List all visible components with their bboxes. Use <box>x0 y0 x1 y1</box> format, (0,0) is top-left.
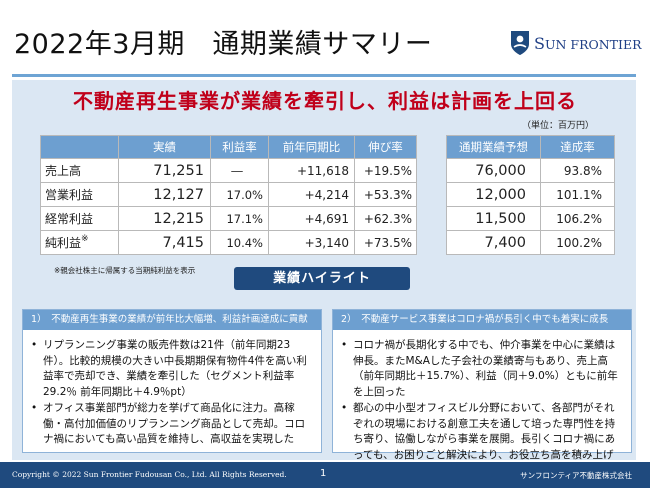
logo-wordmark: SUN FRONTIER <box>534 34 642 53</box>
company-name: サンフロンティア不動産株式会社 <box>520 471 632 480</box>
results-header-margin: 利益率 <box>210 135 269 159</box>
table-row: 経常利益 12,215 17.1% +4,691 +62.3% <box>40 206 417 231</box>
list-item: オフィス事業部門が総力を挙げて商品化に注力。高稼働・高付加価値のリプランニング商… <box>31 401 313 448</box>
growth-value: +62.3% <box>354 206 417 231</box>
table-row: 12,000 101.1% <box>446 182 615 207</box>
row-label: 純利益※ <box>40 230 119 255</box>
growth-value: +53.3% <box>354 182 417 207</box>
growth-value: +73.5% <box>354 230 417 255</box>
forecast-value: 76,000 <box>446 158 541 183</box>
copyright: Copyright © 2022 Sun Frontier Fudousan C… <box>12 470 287 479</box>
results-header-actual: 実績 <box>118 135 211 159</box>
row-label: 経常利益 <box>40 206 119 231</box>
diff-value: +3,140 <box>268 230 355 255</box>
table-row: 7,400 100.2% <box>446 230 615 255</box>
bullet-list: コロナ禍が長期化する中でも、仲介事業を中心に業績は伸長。またM&Aした子会社の業… <box>333 330 631 479</box>
table-row: 11,500 106.2% <box>446 206 615 231</box>
net-income-footnote: ※親会社株主に帰属する当期純利益を表示 <box>54 266 196 275</box>
diff-value: +4,214 <box>268 182 355 207</box>
forecast-value: 7,400 <box>446 230 541 255</box>
margin-value: ― <box>210 158 269 183</box>
unit-note: （単位：百万円） <box>522 121 595 131</box>
table-row: 売上高 71,251 ― +11,618 +19.5% <box>40 158 417 183</box>
actual-value: 12,215 <box>118 206 211 231</box>
actual-value: 7,415 <box>118 230 211 255</box>
growth-value: +19.5% <box>354 158 417 183</box>
highlights-label: 業績ハイライト <box>234 267 410 290</box>
footer-bar: Copyright © 2022 Sun Frontier Fudousan C… <box>0 462 650 488</box>
box-heading: 2） 不動産サービス事業はコロナ禍が長引く中でも着実に成長 <box>333 310 631 330</box>
row-label: 売上高 <box>40 158 119 183</box>
diff-value: +4,691 <box>268 206 355 231</box>
highlight-box-real-estate-regeneration: 1） 不動産再生事業の業績が前年比大幅増、利益計画達成に貢献 リプランニング事業… <box>22 309 322 453</box>
bullet-list: リプランニング事業の販売件数は21件（前年同期23件）。比較的規模の大きい中長期… <box>23 330 321 448</box>
results-header-blank <box>40 135 119 159</box>
results-table: 実績 利益率 前年同期比 伸び率 売上高 71,251 ― +11,618 +1… <box>40 135 417 255</box>
list-item: リプランニング事業の販売件数は21件（前年同期23件）。比較的規模の大きい中長期… <box>31 338 313 400</box>
results-header-diff: 前年同期比 <box>268 135 355 159</box>
results-header-growth: 伸び率 <box>354 135 417 159</box>
page-number: 1 <box>320 468 327 479</box>
company-logo: SUN FRONTIER <box>510 30 642 56</box>
achievement-rate: 100.2% <box>540 230 615 255</box>
actual-value: 12,127 <box>118 182 211 207</box>
page-title: 2022年3月期 通期業績サマリー <box>14 29 433 60</box>
achievement-rate: 101.1% <box>540 182 615 207</box>
headline: 不動産再生事業が業績を牽引し、利益は計画を上回る <box>73 89 577 113</box>
achievement-rate: 106.2% <box>540 206 615 231</box>
diff-value: +11,618 <box>268 158 355 183</box>
table-row: 営業利益 12,127 17.0% +4,214 +53.3% <box>40 182 417 207</box>
list-item: コロナ禍が長期化する中でも、仲介事業を中心に業績は伸長。またM&Aした子会社の業… <box>341 338 623 400</box>
achievement-rate: 93.8% <box>540 158 615 183</box>
forecast-header-plan: 通期業績予想 <box>446 135 541 159</box>
actual-value: 71,251 <box>118 158 211 183</box>
table-row: 76,000 93.8% <box>446 158 615 183</box>
shield-logo-icon <box>511 31 529 55</box>
forecast-value: 12,000 <box>446 182 541 207</box>
row-label: 営業利益 <box>40 182 119 207</box>
margin-value: 17.1% <box>210 206 269 231</box>
margin-value: 17.0% <box>210 182 269 207</box>
box-heading: 1） 不動産再生事業の業績が前年比大幅増、利益計画達成に貢献 <box>23 310 321 330</box>
title-divider <box>12 74 636 77</box>
margin-value: 10.4% <box>210 230 269 255</box>
forecast-value: 11,500 <box>446 206 541 231</box>
forecast-table: 通期業績予想 達成率 76,000 93.8% 12,000 101.1% 11… <box>446 135 615 255</box>
forecast-header-achievement: 達成率 <box>540 135 615 159</box>
table-row: 純利益※ 7,415 10.4% +3,140 +73.5% <box>40 230 417 255</box>
results-header-row: 実績 利益率 前年同期比 伸び率 <box>40 135 417 159</box>
forecast-header-row: 通期業績予想 達成率 <box>446 135 615 159</box>
highlight-box-real-estate-services: 2） 不動産サービス事業はコロナ禍が長引く中でも着実に成長 コロナ禍が長期化する… <box>332 309 632 476</box>
